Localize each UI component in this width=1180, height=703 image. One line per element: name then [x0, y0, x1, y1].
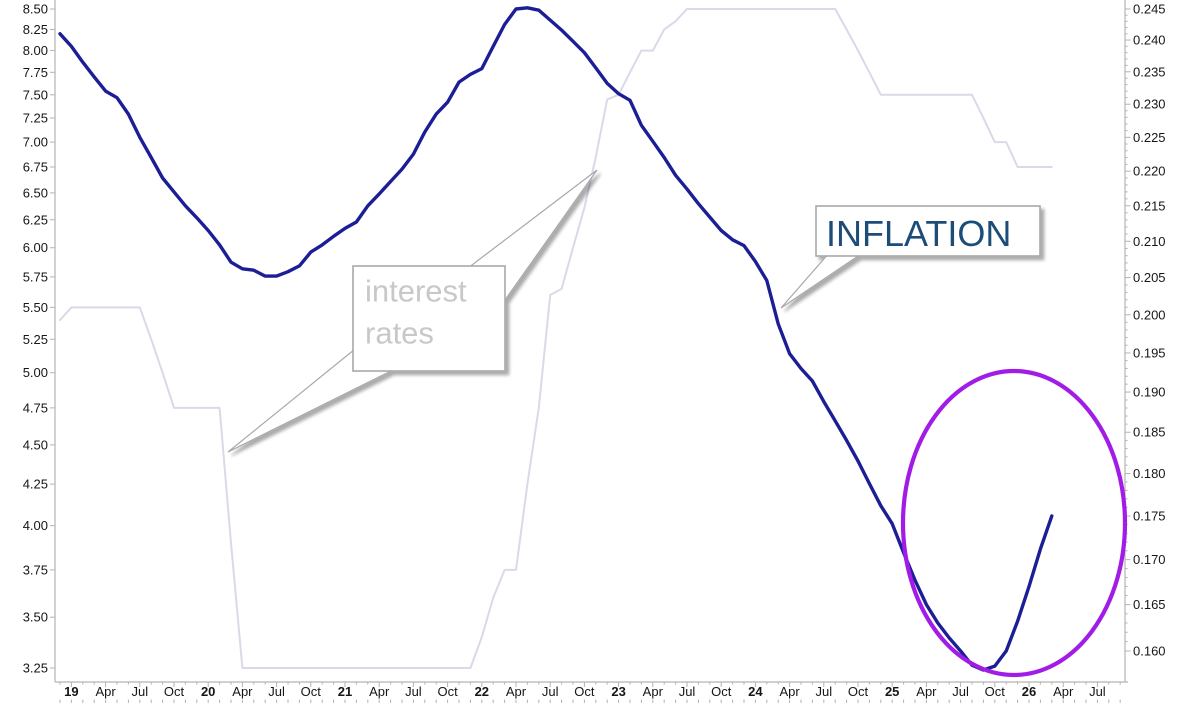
x-axis-tick-label: Apr [779, 684, 800, 699]
inflation-callout-tail [780, 251, 866, 309]
x-axis-tick-label: Apr [369, 684, 390, 699]
left-axis-tick-label: 8.50 [23, 2, 48, 17]
left-axis-tick-label: 6.50 [23, 185, 48, 200]
interest-rates-callout-text: interest [365, 273, 467, 308]
left-axis-tick-label: 3.75 [23, 562, 48, 577]
x-axis-tick-label: Oct [985, 684, 1006, 699]
right-axis-tick-label: 0.210 [1133, 234, 1166, 249]
highlight-ellipse[interactable] [900, 368, 1128, 678]
right-axis-tick-label: 0.245 [1133, 2, 1166, 17]
x-axis-tick-label: Apr [232, 684, 253, 699]
series-layer [58, 6, 1054, 672]
interest-rates-callout[interactable]: interest rates [227, 169, 598, 453]
left-axis-tick-label: 4.00 [23, 518, 48, 533]
x-axis-tick-label: Apr [643, 684, 664, 699]
x-axis-tick-label: 24 [748, 684, 763, 699]
interest-rates-line [59, 8, 1053, 669]
right-axis-tick-label: 0.235 [1133, 64, 1166, 79]
x-axis-tick-label: Oct [574, 684, 595, 699]
left-axis-tick-label: 7.75 [23, 65, 48, 80]
right-axis-tick-label: 0.195 [1133, 345, 1166, 360]
left-axis-tick-label: 5.50 [23, 300, 48, 315]
right-axis-tick-label: 0.185 [1133, 425, 1166, 440]
x-axis-tick-label: Apr [916, 684, 937, 699]
x-axis-tick-label: Jul [542, 684, 559, 699]
x-axis-tick-label: Jul [952, 684, 969, 699]
left-axis-tick-label: 7.50 [23, 87, 48, 102]
x-axis-tick-label: 19 [64, 684, 78, 699]
x-axis-tick-label: Jul [268, 684, 285, 699]
inflation-line [58, 6, 1054, 672]
left-axis-tick-label: 7.00 [23, 135, 48, 150]
annotation-layer: interest rates INFLATION [227, 169, 1128, 678]
right-axis-tick-label: 0.230 [1133, 97, 1166, 112]
x-axis-tick-label: Oct [848, 684, 869, 699]
x-axis-tick-label: 21 [338, 684, 352, 699]
right-axis-tick-label: 0.220 [1133, 164, 1166, 179]
left-axis-tick-label: 5.25 [23, 332, 48, 347]
right-axis-tick-label: 0.200 [1133, 307, 1166, 322]
right-axis-tick-label: 0.225 [1133, 130, 1166, 145]
right-axis-tick-label: 0.240 [1133, 33, 1166, 48]
right-axis-tick-label: 0.180 [1133, 466, 1166, 481]
right-axis-tick-label: 0.215 [1133, 198, 1166, 213]
x-axis-tick-label: 20 [201, 684, 215, 699]
x-axis-tick-label: Jul [815, 684, 832, 699]
inflation-callout-text: INFLATION [826, 213, 1011, 254]
axes-layer: 8.50 8.25 8.00 7.75 7.50 7.25 7.00 6.75 6.50 6.25… [23, 0, 1166, 703]
left-axis-tick-label: 4.50 [23, 437, 48, 452]
x-axis-tick-label: Jul [679, 684, 696, 699]
right-axis-tick-label: 0.205 [1133, 270, 1166, 285]
x-axis-tick-label: Jul [131, 684, 148, 699]
left-axis-tick-label: 3.50 [23, 610, 48, 625]
x-axis-tick-label: Jul [405, 684, 422, 699]
x-axis-tick-label: 23 [611, 684, 625, 699]
right-axis-tick-label: 0.160 [1133, 644, 1166, 659]
left-axis-tick-label: 8.25 [23, 22, 48, 37]
x-axis-tick-label: Oct [437, 684, 458, 699]
right-axis-tick-label: 0.190 [1133, 385, 1166, 400]
left-axis-tick-label: 5.75 [23, 269, 48, 284]
left-axis-tick-label: 4.25 [23, 477, 48, 492]
x-axis-tick-label: Oct [164, 684, 185, 699]
left-axis-tick-label: 4.75 [23, 400, 48, 415]
right-axis-tick-label: 0.175 [1133, 508, 1166, 523]
right-axis-tick-label: 0.170 [1133, 552, 1166, 567]
x-axis-tick-label: Oct [711, 684, 732, 699]
left-axis-tick-label: 6.75 [23, 160, 48, 175]
inflation-callout[interactable]: INFLATION [780, 205, 1041, 309]
x-axis-tick-label: 22 [475, 684, 489, 699]
interest-rates-callout-box[interactable] [352, 265, 506, 372]
x-axis-tick-label: Oct [301, 684, 322, 699]
left-axis-tick-label: 7.25 [23, 111, 48, 126]
inflation-callout-box[interactable] [815, 205, 1041, 257]
left-axis-tick-label: 6.25 [23, 212, 48, 227]
left-axis-tick-label: 3.25 [23, 661, 48, 676]
right-axis-tick-label: 0.165 [1133, 597, 1166, 612]
left-axis-tick-label: 5.00 [23, 365, 48, 380]
x-axis-tick-label: Apr [95, 684, 116, 699]
x-axis-tick-label: 26 [1022, 684, 1036, 699]
left-axis-tick-label: 8.00 [23, 43, 48, 58]
x-axis-tick-label: Apr [1053, 684, 1074, 699]
x-axis-tick-label: Jul [1089, 684, 1106, 699]
x-axis-tick-label: 25 [885, 684, 899, 699]
x-axis-tick-label: Apr [506, 684, 527, 699]
interest-rates-callout-text: rates [365, 315, 434, 350]
left-axis-tick-label: 6.00 [23, 240, 48, 255]
